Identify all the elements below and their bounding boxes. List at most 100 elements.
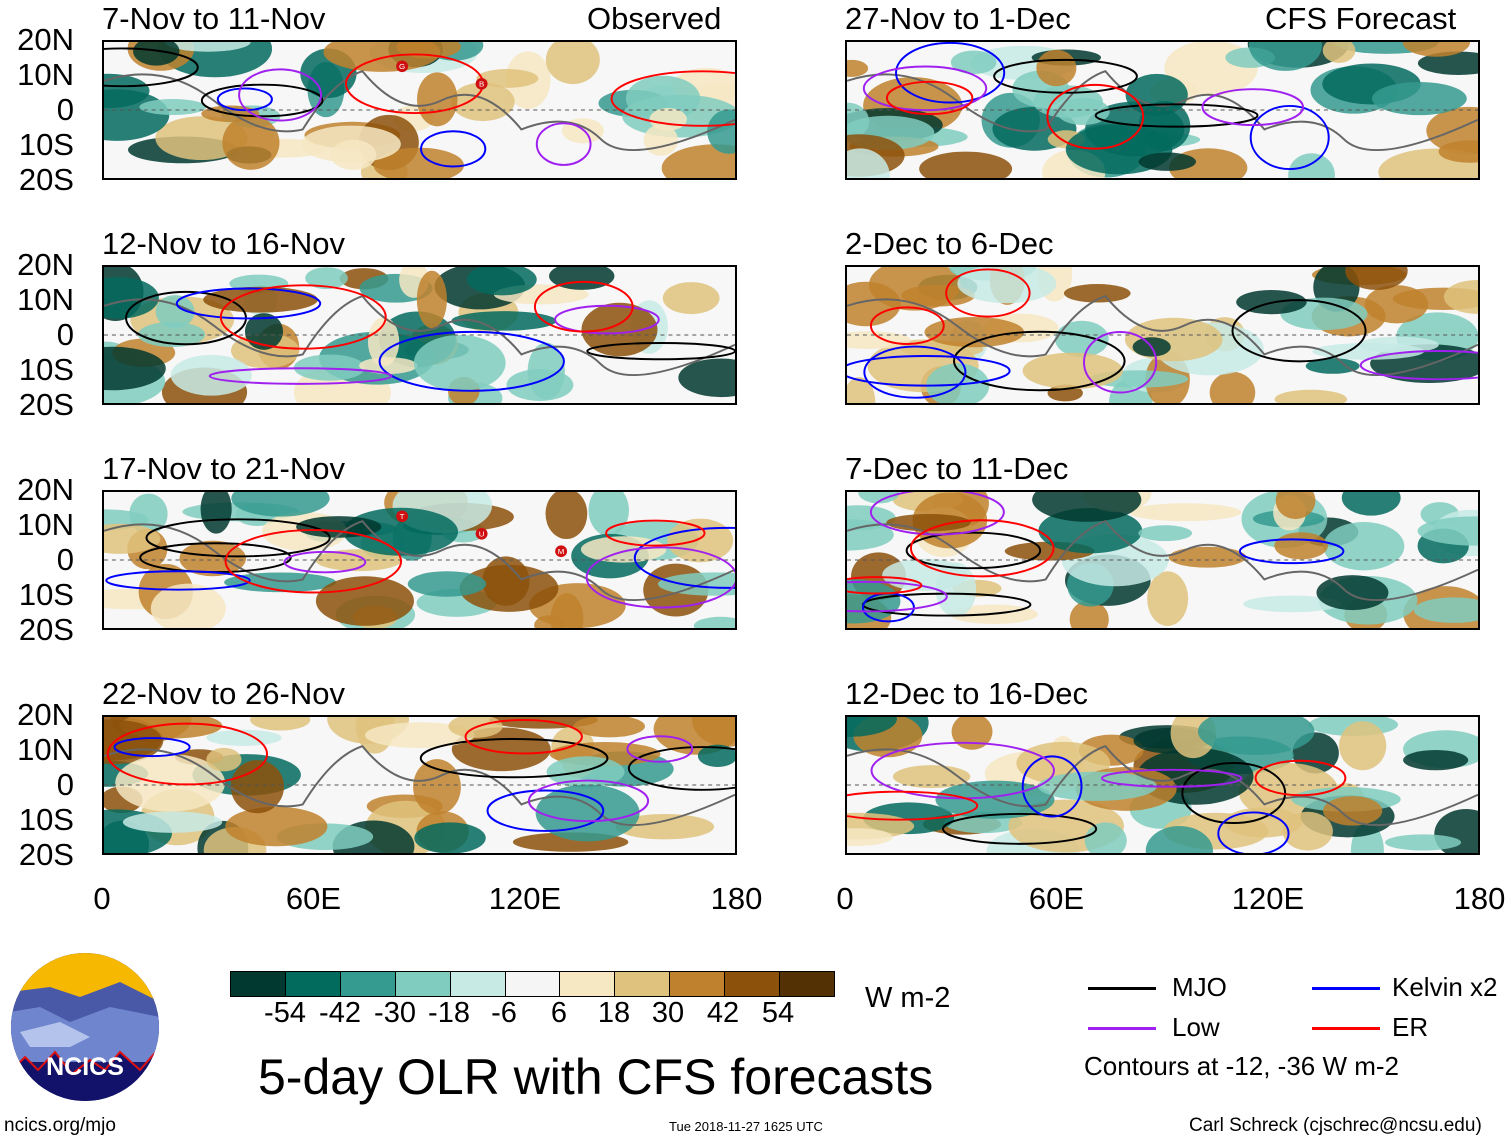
panel-title: 7-Dec to 11-Dec — [845, 451, 1069, 486]
contour-kelvin — [895, 42, 1006, 104]
contour-kelvin — [847, 355, 1011, 387]
svg-text:U: U — [479, 530, 485, 539]
coastline — [847, 295, 1478, 377]
panel-title: 22-Nov to 26-Nov — [102, 676, 345, 711]
contour-mjo — [1181, 762, 1287, 824]
olr-anomaly-blob — [343, 507, 459, 556]
colorbar-swatch — [615, 972, 671, 996]
colorbar-label: -42 — [319, 997, 361, 1029]
lon-label: 180 — [710, 881, 763, 916]
colorbar-label: 18 — [597, 997, 631, 1029]
olr-anomaly-blob — [951, 717, 993, 750]
lon-label: 60E — [1028, 881, 1085, 916]
olr-anomaly-blob — [1288, 153, 1335, 178]
tropical-cyclone-icon: B — [475, 77, 488, 90]
olr-anomaly-blob — [693, 616, 735, 628]
olr-anomaly-blob — [1243, 595, 1342, 613]
lon-label: 180 — [1453, 881, 1506, 916]
olr-anomaly-blob — [231, 333, 300, 369]
colorbar-swatch — [725, 972, 781, 996]
olr-anomaly-blob — [1305, 358, 1360, 374]
olr-anomaly-blob — [1413, 597, 1478, 623]
contour-mjo — [419, 738, 609, 779]
colorbar-label: -30 — [374, 997, 416, 1029]
contour-er — [847, 576, 923, 595]
legend-kelvin-line — [1312, 987, 1380, 990]
observed-label: Observed — [587, 1, 722, 36]
coastline — [104, 70, 735, 152]
olr-anomaly-blob — [206, 747, 242, 772]
olr-map-panel — [845, 715, 1480, 855]
contour-mjo — [200, 83, 324, 118]
contour-er — [945, 268, 1031, 318]
olr-anomaly-blob — [924, 317, 1025, 348]
olr-anomaly-blob — [1323, 796, 1383, 826]
olr-map-panel — [845, 265, 1480, 405]
olr-anomaly-blob — [847, 281, 901, 327]
olr-anomaly-blob — [1209, 371, 1256, 403]
legend-er-line — [1312, 1027, 1380, 1030]
colorbar-label: -6 — [491, 997, 517, 1029]
contour-low — [527, 779, 650, 823]
olr-anomaly-blob — [413, 334, 506, 392]
lat-label: 0 — [56, 542, 74, 577]
source-url[interactable]: ncics.org/mjo — [4, 1115, 116, 1136]
olr-anomaly-blob — [580, 536, 667, 563]
contour-mjo — [953, 330, 1126, 392]
lon-label: 0 — [836, 881, 854, 916]
olr-anomaly-blob — [950, 50, 997, 75]
contour-kelvin — [420, 130, 487, 168]
lon-label: 0 — [93, 881, 111, 916]
olr-anomaly-blob — [231, 492, 330, 517]
lat-label: 20N — [17, 697, 74, 732]
panel-title: 17-Nov to 21-Nov — [102, 451, 345, 486]
olr-anomaly-blob — [293, 354, 366, 381]
olr-anomaly-blob — [104, 346, 166, 391]
olr-anomaly-blob — [1145, 826, 1213, 853]
contour-mjo — [1094, 103, 1259, 128]
olr-anomaly-blob — [1069, 600, 1109, 628]
olr-anomaly-blob — [230, 760, 284, 814]
olr-anomaly-blob — [1384, 834, 1462, 851]
olr-anomaly-blob — [535, 784, 640, 842]
contour-low — [847, 580, 948, 613]
olr-anomaly-blob — [104, 277, 159, 319]
tropical-cyclone-icon: U — [475, 527, 488, 540]
lat-label: 10S — [18, 802, 74, 837]
contour-er — [1254, 759, 1347, 797]
olr-anomaly-blob — [407, 571, 487, 597]
contour-low — [1359, 350, 1478, 381]
colorbar-units: W m-2 — [865, 982, 951, 1014]
olr-anomaly-blob — [546, 756, 625, 788]
tropical-cyclone-icon: G — [396, 60, 409, 73]
contour-kelvin — [486, 789, 605, 832]
colorbar-swatch — [340, 972, 396, 996]
olr-anomaly-blob — [1275, 492, 1316, 520]
contour-mjo — [1231, 299, 1367, 363]
coastline — [847, 745, 1478, 827]
contour-mjo — [941, 812, 1098, 845]
olr-anomaly-blob — [847, 828, 893, 847]
olr-map-panel — [102, 715, 737, 855]
logo-text: NCICS — [46, 1053, 124, 1081]
olr-anomaly-blob — [506, 369, 574, 401]
colorbar-swatch — [450, 972, 506, 996]
lon-label: 60E — [285, 881, 342, 916]
contour-low — [283, 550, 367, 574]
lon-label: 120E — [1231, 881, 1305, 916]
legend-er: ER — [1392, 1012, 1429, 1042]
contour-low — [585, 546, 735, 609]
legend-mjo: MJO — [1172, 972, 1227, 1002]
lon-label: 120E — [488, 881, 562, 916]
olr-anomaly-blob — [1138, 525, 1193, 542]
olr-anomaly-blob — [416, 270, 447, 329]
olr-anomaly-blob — [1323, 522, 1405, 571]
olr-anomaly-blob — [545, 42, 600, 85]
contour-er — [1046, 83, 1145, 150]
contour-mjo — [104, 47, 199, 88]
olr-anomaly-blob — [330, 139, 377, 171]
ncics-logo: NCICS — [11, 953, 159, 1101]
contour-kelvin — [1238, 538, 1345, 565]
contour-mjo — [145, 518, 331, 558]
